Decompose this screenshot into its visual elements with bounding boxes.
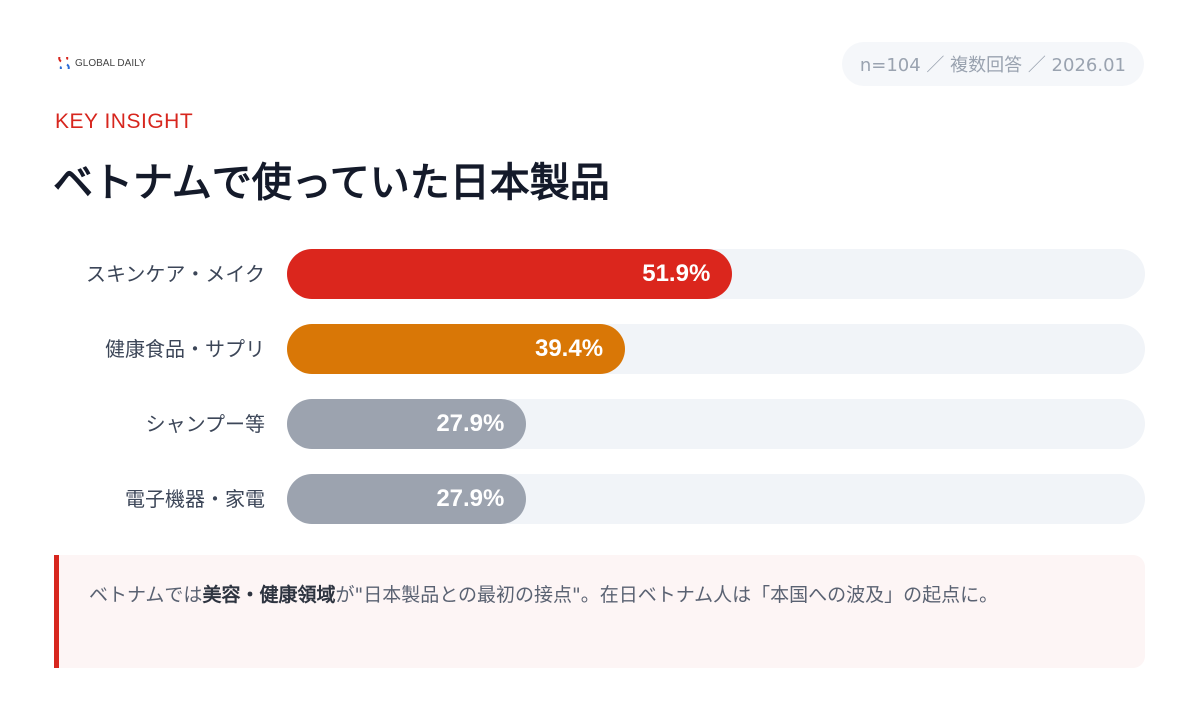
note-emphasis: 美容・健康領域 xyxy=(202,584,336,606)
bar: 39.4% xyxy=(287,324,626,374)
value-label: 39.4% xyxy=(534,335,604,362)
page-title: ベトナムで使っていた日本製品 xyxy=(53,160,610,206)
survey-meta: n=104 ／ 複数回答 ／ 2026.01 xyxy=(841,42,1144,86)
bar: 27.9% xyxy=(287,474,527,524)
brand-name: GLOBAL DAILY xyxy=(75,57,146,69)
bar-track: 39.4% xyxy=(287,324,1145,374)
value-label: 51.9% xyxy=(642,260,711,287)
category-label: 電子機器・家電 xyxy=(125,487,265,511)
kicker: KEY INSIGHT xyxy=(55,110,194,133)
note-text-rest: が"日本製品との最初の接点"。在日ベトナム人は「本国への波及」の起点に。 xyxy=(335,584,999,606)
bar-row: 健康食品・サプリ 39.4% xyxy=(0,324,1200,374)
insight-note: ベトナムでは美容・健康領域が"日本製品との最初の接点"。在日ベトナム人は「本国へ… xyxy=(54,555,1145,668)
bar-row: スキンケア・メイク 51.9% xyxy=(0,249,1200,299)
brand-logo: GLOBAL DAILY xyxy=(58,57,146,69)
bar-track: 51.9% xyxy=(287,249,1145,299)
bar: 51.9% xyxy=(287,249,733,299)
category-label: スキンケア・メイク xyxy=(86,262,265,286)
value-label: 27.9% xyxy=(436,485,505,512)
category-label: 健康食品・サプリ xyxy=(105,337,265,361)
note-text: ベトナムでは xyxy=(89,584,203,606)
bar-row: 電子機器・家電 27.9% xyxy=(0,474,1200,524)
bar: 27.9% xyxy=(287,399,527,449)
bar-row: シャンプー等 27.9% xyxy=(0,399,1200,449)
bar-track: 27.9% xyxy=(287,474,1145,524)
bar-track: 27.9% xyxy=(287,399,1145,449)
value-label: 27.9% xyxy=(436,410,505,437)
category-label: シャンプー等 xyxy=(145,412,265,436)
logo-icon xyxy=(58,57,70,69)
